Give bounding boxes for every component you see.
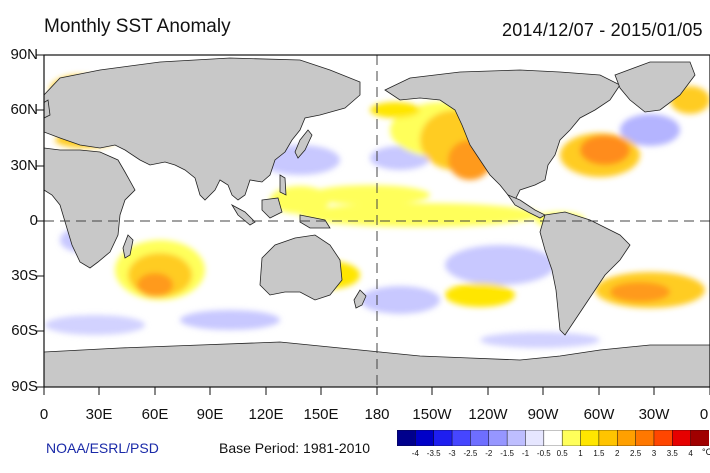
land-japan: [294, 129, 313, 159]
colorbar-swatch: [690, 430, 709, 446]
axis-ticks: [36, 54, 710, 395]
land-eurasia: [44, 57, 361, 201]
colorbar-swatch: [470, 430, 490, 446]
lon-label: 30E: [85, 406, 113, 423]
colorbar-tick-label: -0.5: [536, 449, 551, 458]
colorbar-tick-label: 3.5: [666, 449, 678, 458]
colorbar-swatch: [598, 430, 618, 446]
colorbar-swatch: [580, 430, 600, 446]
lon-label: 180: [364, 406, 390, 423]
colorbar-tick-label: 1: [578, 449, 583, 458]
anomaly-warm-eq-pac: [300, 203, 540, 227]
base-period: Base Period: 1981-2010: [219, 440, 370, 456]
lon-label: 150E: [303, 406, 339, 423]
colorbar-tick-label: 1.5: [593, 449, 605, 458]
lat-label: 60N: [10, 101, 38, 118]
lon-label: 150W: [412, 406, 452, 423]
colorbar-swatch: [433, 430, 453, 446]
anomaly-warm-swatl-core: [610, 282, 670, 302]
land-africa: [44, 147, 136, 269]
colorbar-tick-label: -1.5: [500, 449, 515, 458]
colorbar-tick-label: -4: [411, 449, 419, 458]
lon-label: 0: [699, 406, 709, 423]
anomaly-cool-spac: [360, 286, 440, 314]
colorbar-swatch: [653, 430, 674, 446]
anomaly-cool-so-pac: [480, 332, 600, 348]
date-range: 2014/12/07 - 2015/01/05: [502, 20, 703, 40]
land-uk: [44, 99, 51, 119]
land-new-zealand: [353, 289, 367, 309]
colorbar-swatch: [616, 430, 637, 446]
colorbar-tick-label: 0.5: [556, 449, 568, 458]
lon-label: 120E: [248, 406, 284, 423]
colorbar-swatch: [488, 430, 508, 446]
land-sumatra: [230, 203, 256, 226]
land-australia: [259, 234, 343, 301]
colorbar-tick-label: -1: [521, 449, 530, 458]
anomaly-warm-npac-trop: [310, 185, 430, 205]
anomaly-warm-bering: [370, 102, 420, 118]
anomaly-cool-natl: [620, 114, 680, 146]
land-borneo: [261, 197, 283, 219]
anomaly-warm-se-pac: [445, 283, 515, 307]
colorbar-swatch: [635, 430, 655, 446]
lon-label: 120W: [468, 406, 508, 423]
colorbar-tick-label: -3.5: [426, 449, 441, 458]
land-philippines: [279, 174, 287, 196]
lon-label: 0: [39, 406, 49, 423]
lat-label: 30N: [10, 157, 38, 174]
lat-label: 30S: [11, 267, 38, 284]
land-greenland: [614, 61, 696, 113]
colorbar-swatch: [451, 430, 472, 446]
lon-label: 60E: [141, 406, 169, 423]
colorbar-tick-label: -2.5: [463, 449, 478, 458]
colorbar-tick-label: 2: [615, 449, 620, 458]
anomaly-cool-sepac: [445, 245, 555, 285]
lat-label: 0: [29, 212, 38, 229]
land-south-america: [539, 211, 631, 336]
land-north-america: [384, 69, 621, 201]
lon-label: 60W: [583, 406, 615, 423]
colorbar-swatch: [543, 430, 563, 446]
colorbar-tick-label: 3: [651, 449, 657, 458]
units-label: °C: [702, 447, 710, 457]
lat-label: 60S: [11, 322, 38, 339]
colorbar-swatch: [525, 430, 545, 446]
lon-label: 90W: [527, 406, 559, 423]
colorbar-swatch: [415, 430, 435, 446]
lat-label: 90S: [11, 378, 38, 395]
colorbar-tick-label: 4: [688, 449, 693, 458]
colorbar-tick-label: -2: [485, 449, 493, 458]
anomaly-warm-nwatl-core: [580, 135, 630, 165]
lat-label: 90N: [10, 46, 38, 63]
anomaly-warm-indian-core: [137, 273, 173, 297]
colorbar-tick-label: 2.5: [630, 449, 642, 458]
colorbar: [397, 430, 709, 446]
lon-label: 90E: [196, 406, 224, 423]
map-title: Monthly SST Anomaly: [44, 16, 231, 37]
anomaly-cool-so-indian: [180, 310, 280, 330]
land-central-america: [506, 194, 546, 219]
colorbar-swatch: [561, 430, 582, 446]
colorbar-swatch: [672, 430, 692, 446]
colorbar-swatch: [506, 430, 527, 446]
source-credit: NOAA/ESRL/PSD: [46, 440, 159, 456]
colorbar-swatch: [397, 430, 417, 446]
land-madagascar: [122, 234, 134, 259]
lon-label: 30W: [638, 406, 670, 423]
colorbar-tick-label: -3: [448, 449, 456, 458]
anomaly-cool-so-atl: [45, 315, 145, 335]
